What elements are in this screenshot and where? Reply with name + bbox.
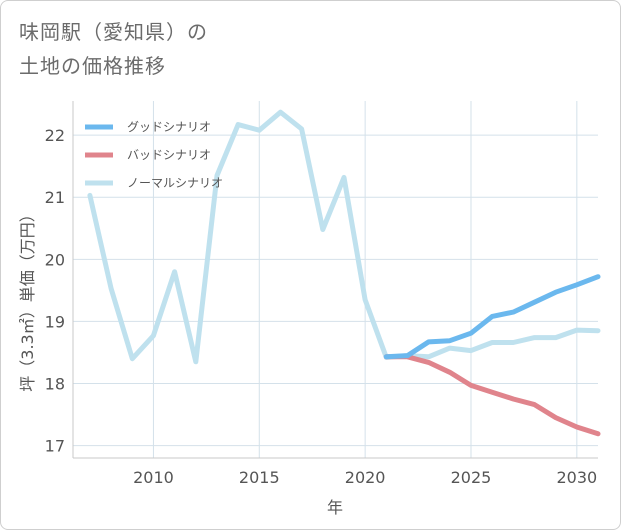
x-tick-labels: 2010 2015 2020 2025 2030 <box>133 468 597 487</box>
y-tick-label: 22 <box>45 126 65 145</box>
bad-scenario-legend-label: バッドシナリオ <box>127 148 211 162</box>
good-scenario-legend-label: グッドシナリオ <box>127 120 211 134</box>
x-tick-label: 2030 <box>556 468 597 487</box>
x-tick-label: 2025 <box>451 468 492 487</box>
x-tick-label: 2010 <box>133 468 174 487</box>
good-scenario-line <box>383 274 601 360</box>
normal-scenario-line <box>87 109 601 365</box>
chart-title-line-1: 味岡駅（愛知県）の <box>19 20 208 44</box>
chart-title-line-2: 土地の価格推移 <box>19 54 166 78</box>
x-tick-label: 2020 <box>345 468 386 487</box>
series-lines <box>87 109 601 437</box>
y-tick-label: 18 <box>45 374 65 393</box>
y-tick-label: 21 <box>45 188 65 207</box>
x-axis-title: 年 <box>327 498 343 517</box>
y-tick-label: 19 <box>45 312 65 331</box>
normal-scenario-legend-label: ノーマルシナリオ <box>127 176 223 190</box>
y-axis-title: 坪（3.3㎡）単価（万円） <box>18 206 37 391</box>
y-tick-label: 17 <box>45 437 65 456</box>
y-tick-labels: 17 18 19 20 21 22 <box>45 126 65 455</box>
bad-scenario-line <box>383 354 601 437</box>
chart-title: 味岡駅（愛知県）の 土地の価格推移 <box>19 15 208 83</box>
y-tick-label: 20 <box>45 250 65 269</box>
x-tick-label: 2015 <box>239 468 280 487</box>
